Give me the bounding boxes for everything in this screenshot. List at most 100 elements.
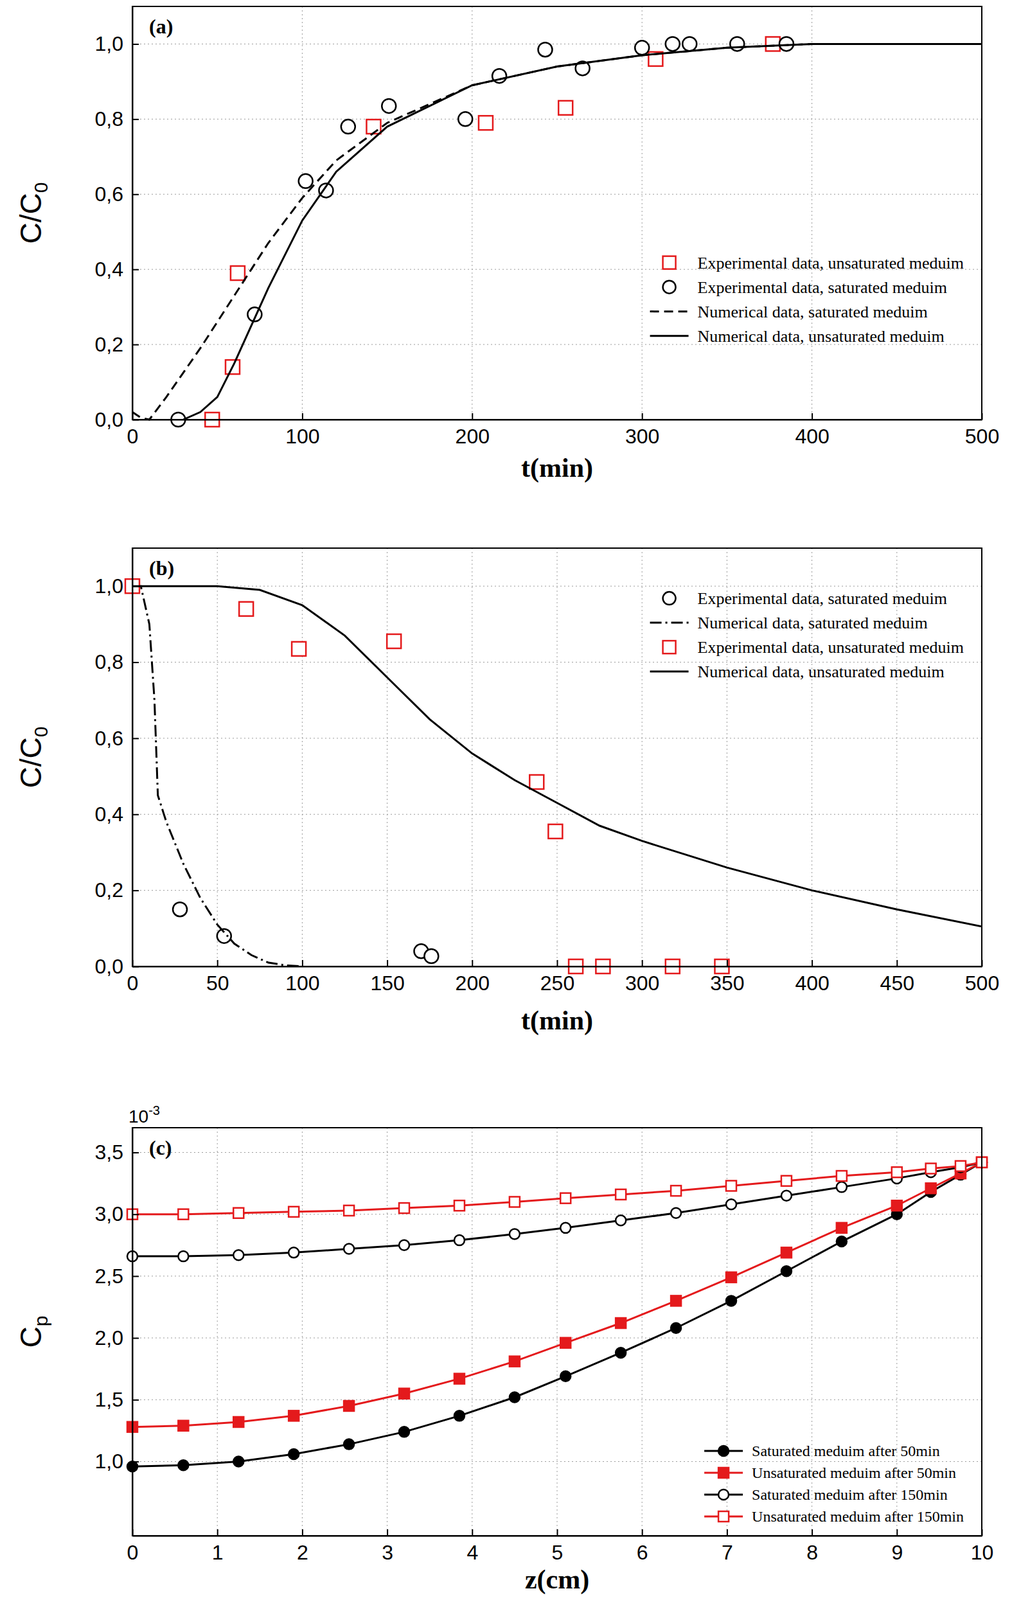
legend-symbol <box>663 280 676 294</box>
grid-line <box>132 548 134 967</box>
point <box>233 1207 244 1219</box>
point <box>399 1240 410 1251</box>
point <box>670 1322 682 1334</box>
grid-line <box>132 1337 982 1339</box>
legend-symbol <box>718 1445 729 1456</box>
y-tick-label: 3,5 <box>95 1140 124 1164</box>
y-tick-mark <box>132 1213 139 1216</box>
y-tick: 2,5 <box>95 1264 139 1288</box>
chart-root: 01002003004005000,00,20,40,60,81,0(a)t(m… <box>0 0 1012 1600</box>
x-tick: 450 <box>880 959 915 995</box>
grid-line <box>471 1127 473 1536</box>
x-tick: 500 <box>965 959 1000 995</box>
legend-item: Unsaturated meduim after 150min <box>704 1508 964 1525</box>
grid-line <box>132 419 982 421</box>
x-tick-label: 100 <box>285 971 320 995</box>
x-tick-label: 500 <box>965 971 1000 995</box>
point <box>670 1295 682 1306</box>
y-axis-multiplier: 10-3 <box>128 1103 160 1127</box>
x-tick: 7 <box>721 1529 734 1564</box>
point <box>836 1222 847 1234</box>
point <box>615 1215 626 1226</box>
x-tick-label: 0 <box>127 1540 139 1564</box>
x-tick: 10 <box>970 1529 995 1564</box>
point <box>233 1416 244 1428</box>
y-tick: 0,0 <box>95 954 139 978</box>
legend-symbol <box>718 1489 729 1500</box>
y-axis-title: Cp <box>14 1315 52 1349</box>
legend-label: Unsaturated meduim after 50min <box>751 1464 957 1482</box>
point <box>726 1272 737 1283</box>
grid-line <box>386 1127 388 1536</box>
x-tick-mark <box>301 1529 304 1536</box>
y-tick: 1,5 <box>95 1387 139 1412</box>
y-axis-multiplier-base: 10 <box>128 1106 149 1127</box>
point <box>670 1207 682 1219</box>
legend-symbol <box>650 310 689 313</box>
legend-symbol <box>718 1467 729 1478</box>
x-tick-label: 250 <box>540 971 575 995</box>
legend-item: Numerical data, unsaturated meduim <box>650 662 945 682</box>
point <box>509 1196 520 1207</box>
y-tick-label: 1,5 <box>95 1387 124 1412</box>
x-tick-mark <box>726 1529 728 1536</box>
grid-line <box>132 1461 982 1462</box>
legend-symbol <box>663 640 676 654</box>
x-tick-mark <box>217 959 219 967</box>
y-axis-multiplier-exponent: -3 <box>148 1103 160 1118</box>
legend-item: Experimental data, unsaturated meduim <box>663 253 964 273</box>
x-tick-label: 0 <box>127 424 139 448</box>
plot-area <box>132 36 982 427</box>
x-tick: 200 <box>455 413 490 448</box>
legend-label: Numerical data, unsaturated meduim <box>697 327 945 346</box>
x-tick-mark <box>896 959 898 967</box>
x-tick-mark <box>811 1529 813 1536</box>
point <box>424 949 439 964</box>
legend-item: Numerical data, saturated meduim <box>650 302 928 322</box>
point <box>781 1265 792 1277</box>
point <box>288 1206 299 1217</box>
line <box>132 43 982 420</box>
x-tick: 50 <box>206 959 230 995</box>
x-tick-label: 8 <box>806 1540 818 1564</box>
legend-symbol <box>663 256 676 270</box>
title: (a) <box>149 14 173 38</box>
x-tick-label: 6 <box>636 1540 649 1564</box>
grid <box>132 6 982 420</box>
x-tick: 250 <box>540 959 575 995</box>
grid-line <box>132 1399 982 1401</box>
y-tick: 0,8 <box>95 107 139 131</box>
x-tick-label: 350 <box>710 971 745 995</box>
y-tick-mark <box>132 889 139 892</box>
x-tick: 2 <box>296 1529 309 1564</box>
x-tick-label: 300 <box>625 424 660 448</box>
grid-line <box>557 548 558 967</box>
point <box>381 98 396 114</box>
point <box>343 1439 355 1450</box>
legend-label: Saturated meduim after 50min <box>751 1442 941 1460</box>
point <box>233 1456 244 1467</box>
plot-frame <box>132 1127 982 1536</box>
y-tick-mark <box>132 269 139 271</box>
legend-label: Numerical data, saturated meduim <box>697 613 928 633</box>
x-tick-mark <box>557 959 559 967</box>
legend-label: Saturated meduim after 150min <box>751 1486 948 1503</box>
point <box>386 634 401 649</box>
y-tick-label: 0,8 <box>95 650 124 674</box>
y-tick: 0,4 <box>95 802 139 826</box>
y-axis-line <box>132 7 134 421</box>
legend-label: Numerical data, unsaturated meduim <box>697 662 945 682</box>
y-tick-label: 0,0 <box>95 954 124 978</box>
grid <box>132 548 982 967</box>
x-tick-label: 500 <box>965 424 1000 448</box>
legend-item: Unsaturated meduim after 50min <box>704 1464 957 1482</box>
point <box>343 1243 355 1255</box>
point <box>233 1249 244 1261</box>
x-tick-label: 200 <box>455 971 490 995</box>
point <box>230 266 245 281</box>
x-tick-mark <box>726 959 728 967</box>
grid-line <box>132 1127 134 1536</box>
y-tick-label: 0,4 <box>95 802 124 826</box>
x-axis: 0100200300400500 <box>127 413 1000 448</box>
point <box>399 1388 410 1399</box>
